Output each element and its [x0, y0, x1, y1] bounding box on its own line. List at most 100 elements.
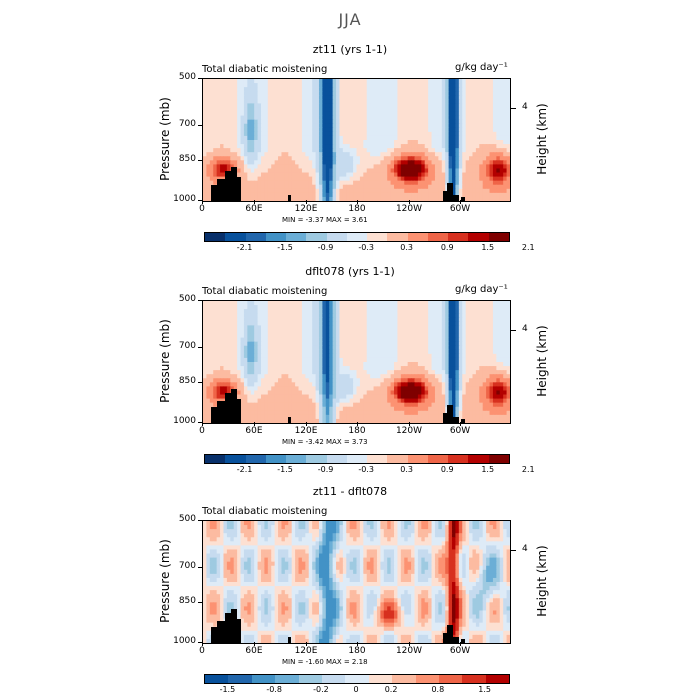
heatmap-cell — [421, 325, 426, 331]
heatmap-cell — [438, 184, 443, 190]
heatmap-cell — [240, 386, 245, 392]
heatmap-cell — [404, 91, 409, 96]
heatmap-cell — [308, 341, 313, 347]
heatmap-cell — [492, 172, 497, 178]
heatmap-cell — [390, 111, 395, 117]
heatmap-cell — [315, 192, 320, 198]
heatmap-cell — [503, 103, 508, 109]
heatmap-cell — [315, 111, 320, 117]
heatmap-cell — [475, 370, 480, 375]
heatmap-cell — [295, 313, 300, 318]
heatmap-cell — [247, 152, 252, 157]
heatmap-cell — [424, 103, 429, 109]
heatmap-cell — [243, 333, 248, 339]
heatmap-cell — [260, 366, 265, 371]
heatmap-cell — [318, 184, 323, 190]
heatmap-cell — [243, 390, 248, 396]
heatmap-cell — [411, 374, 416, 379]
heatmap-cell — [475, 91, 480, 96]
heatmap-cell — [472, 172, 477, 178]
heatmap-cell — [284, 91, 289, 96]
heatmap-cell — [209, 148, 214, 153]
heatmap-cell — [349, 123, 354, 129]
heatmap-cell — [441, 119, 446, 125]
heatmap-cell — [257, 95, 262, 100]
heatmap-cell — [318, 317, 323, 322]
heatmap-cell — [486, 107, 491, 113]
heatmap-cell — [329, 152, 334, 157]
x-tick-label: 60E — [245, 204, 263, 214]
heatmap-cell — [469, 140, 474, 145]
heatmap-cell — [305, 353, 310, 359]
heatmap-cell — [411, 148, 416, 153]
heatmap-cell — [240, 140, 245, 145]
heatmap-cell — [342, 357, 347, 363]
heatmap-cell — [373, 382, 378, 387]
heatmap-cell — [298, 398, 303, 404]
heatmap-cell — [489, 192, 494, 198]
colorbar-label: 1.5 — [481, 243, 495, 252]
heatmap-cell — [370, 390, 375, 396]
heatmap-cell — [353, 317, 358, 322]
heatmap-cell — [240, 188, 245, 194]
heatmap-cell — [250, 313, 255, 318]
heatmap-cell — [452, 180, 457, 186]
heatmap-cell — [288, 164, 293, 170]
heatmap-cell — [233, 152, 238, 157]
heatmap-cell — [394, 309, 399, 314]
heatmap-cell — [329, 135, 334, 141]
heatmap-cell — [254, 329, 259, 335]
heatmap-cell — [486, 394, 491, 400]
heatmap-cell — [438, 115, 443, 121]
heatmap-cell — [492, 353, 497, 359]
heatmap-cell — [312, 188, 317, 194]
heatmap-cell — [298, 184, 303, 190]
heatmap-cell — [486, 168, 491, 174]
heatmap-cell — [359, 79, 364, 84]
heatmap-cell — [489, 325, 494, 331]
heatmap-cell — [271, 103, 276, 109]
heatmap-cell — [209, 91, 214, 96]
heatmap-cell — [431, 156, 436, 161]
heatmap-cell — [462, 317, 467, 322]
heatmap-cell — [233, 370, 238, 375]
heatmap-cell — [489, 357, 494, 363]
heatmap-cell — [503, 135, 508, 141]
heatmap-cell — [301, 394, 306, 400]
heatmap-cell — [359, 107, 364, 113]
heatmap-cell — [278, 345, 283, 351]
heatmap-cell — [414, 107, 419, 113]
heatmap-cell — [366, 79, 371, 84]
heatmap-cell — [298, 111, 303, 117]
heatmap-cell — [475, 131, 480, 137]
heatmap-cell — [332, 172, 337, 178]
heatmap-cell — [492, 196, 497, 201]
heatmap-cell — [366, 301, 371, 306]
heatmap-cell — [295, 196, 300, 201]
heatmap-cell — [342, 164, 347, 170]
heatmap-cell — [284, 329, 289, 335]
heatmap-cell — [237, 160, 242, 165]
heatmap-cell — [359, 390, 364, 396]
heatmap-cell — [342, 382, 347, 387]
heatmap-cell — [267, 107, 272, 113]
heatmap-cell — [264, 99, 269, 104]
heatmap-cell — [465, 172, 470, 178]
heatmap-cell — [237, 374, 242, 379]
heatmap-cell — [475, 390, 480, 396]
heatmap-cell — [380, 325, 385, 331]
heatmap-cell — [390, 305, 395, 310]
heatmap-cell — [482, 301, 487, 306]
heatmap-cell — [226, 378, 231, 383]
heatmap-cell — [274, 180, 279, 186]
heatmap-plot — [202, 78, 511, 202]
heatmap-cell — [400, 313, 405, 318]
heatmap-cell — [213, 180, 218, 186]
heatmap-cell — [421, 349, 426, 355]
heatmap-cell — [434, 164, 439, 170]
heatmap-cell — [486, 382, 491, 387]
heatmap-cell — [434, 123, 439, 129]
heatmap-cell — [469, 144, 474, 149]
heatmap-cell — [445, 305, 450, 310]
heatmap-cell — [431, 329, 436, 335]
